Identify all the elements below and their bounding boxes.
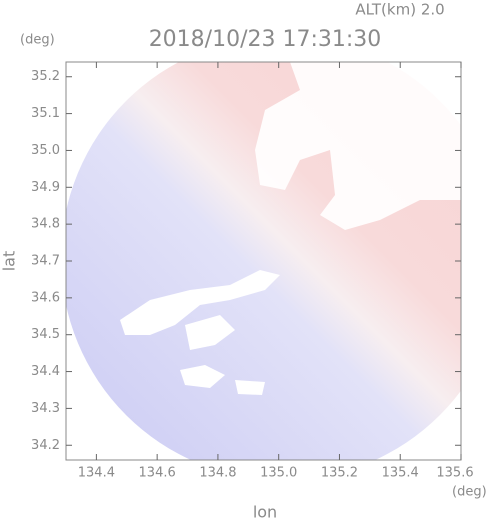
altitude-label: ALT(km) 2.0	[355, 1, 444, 19]
y-tick-label: 34.5	[31, 327, 60, 342]
radar-field	[66, 62, 461, 460]
x-unit: (deg)	[452, 485, 487, 500]
y-tick-label: 35.2	[31, 69, 60, 84]
y-tick-label: 34.2	[31, 438, 60, 453]
y-tick-label: 34.7	[31, 254, 60, 269]
y-tick-label: 34.9	[31, 180, 60, 195]
y-tick-label: 34.4	[31, 364, 60, 379]
x-tick-label: 135.2	[321, 466, 358, 481]
x-tick-label: 135.6	[436, 466, 473, 481]
x-tick-label: 134.8	[199, 466, 236, 481]
y-tick-label: 35.1	[31, 106, 60, 121]
x-axis-label: lon	[253, 503, 277, 521]
chart-title: 2018/10/23 17:31:30	[149, 27, 382, 52]
y-unit: (deg)	[20, 33, 55, 48]
x-tick-label: 135.0	[260, 466, 297, 481]
x-tick-label: 135.4	[382, 466, 419, 481]
y-tick-label: 34.3	[31, 401, 60, 416]
x-tick-label: 134.6	[139, 466, 176, 481]
x-tick-label: 134.4	[78, 466, 115, 481]
y-axis-label: lat	[0, 251, 19, 272]
y-tick-label: 34.8	[31, 217, 60, 232]
y-tick-label: 35.0	[31, 143, 60, 158]
y-tick-label: 34.6	[31, 290, 60, 305]
